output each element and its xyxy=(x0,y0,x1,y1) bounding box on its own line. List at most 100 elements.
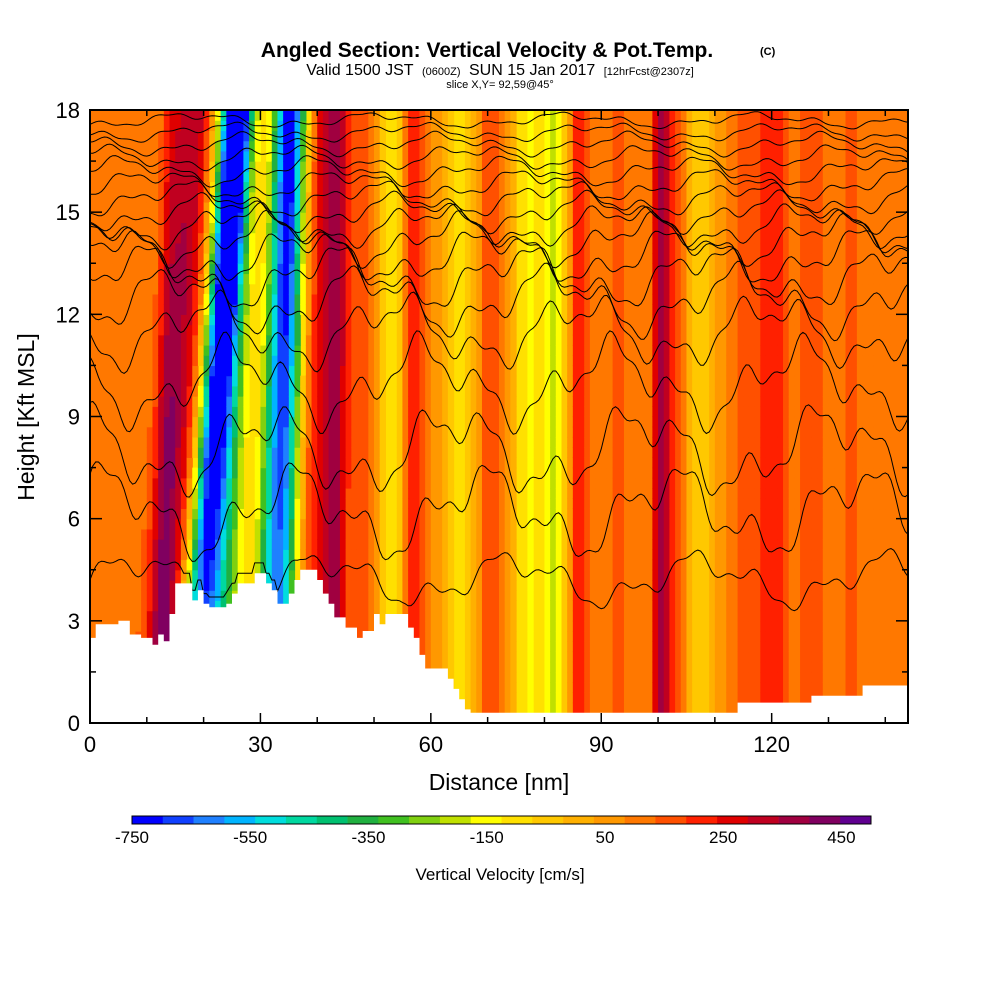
field-cell xyxy=(425,293,432,305)
field-cell xyxy=(141,600,148,612)
field-cell xyxy=(95,283,102,295)
field-cell xyxy=(572,150,580,162)
field-cell xyxy=(493,661,500,673)
field-cell xyxy=(209,375,216,387)
field-cell xyxy=(209,467,216,479)
field-cell xyxy=(504,528,511,540)
field-cell xyxy=(436,579,443,591)
field-cell xyxy=(226,242,233,254)
field-cell xyxy=(232,447,239,458)
field-cell xyxy=(90,539,97,550)
field-cell xyxy=(487,396,494,407)
field-cell xyxy=(356,396,364,407)
field-cell xyxy=(197,396,205,407)
field-cell xyxy=(294,426,301,438)
field-cell xyxy=(589,140,597,152)
field-cell xyxy=(555,283,563,295)
field-cell xyxy=(561,191,568,203)
field-cell xyxy=(379,539,386,550)
field-cell xyxy=(567,549,574,561)
field-cell xyxy=(493,416,500,428)
field-cell xyxy=(555,610,563,622)
field-cell xyxy=(112,140,119,152)
field-cell xyxy=(186,150,193,162)
field-cell xyxy=(544,426,551,438)
field-cell xyxy=(180,528,188,540)
field-cell xyxy=(561,161,568,172)
field-cell xyxy=(339,293,347,305)
field-cell xyxy=(499,528,506,540)
field-cell xyxy=(351,447,358,458)
field-cell xyxy=(175,365,182,377)
field-cell xyxy=(487,426,494,438)
field-cell xyxy=(589,171,597,183)
field-cell xyxy=(249,273,256,285)
field-cell xyxy=(584,130,591,142)
field-cell xyxy=(561,579,568,591)
field-cell xyxy=(419,641,426,653)
field-cell xyxy=(107,528,114,540)
field-cell xyxy=(436,620,443,632)
field-cell xyxy=(555,528,563,540)
field-cell xyxy=(146,488,154,499)
field-cell xyxy=(317,467,324,479)
field-cell xyxy=(561,651,568,663)
field-cell xyxy=(402,283,409,295)
field-cell xyxy=(101,130,108,142)
field-cell xyxy=(317,324,324,336)
field-cell xyxy=(260,447,267,458)
field-cell xyxy=(504,273,511,285)
field-cell xyxy=(135,232,142,244)
field-cell xyxy=(260,426,267,438)
field-cell xyxy=(186,396,193,407)
field-cell xyxy=(209,150,216,162)
field-cell xyxy=(408,426,415,438)
field-cell xyxy=(425,222,432,234)
field-cell xyxy=(436,467,443,479)
field-cell xyxy=(294,436,301,448)
field-cell xyxy=(499,283,506,295)
field-cell xyxy=(124,253,131,264)
field-cell xyxy=(141,426,148,438)
field-cell xyxy=(277,130,284,142)
field-cell xyxy=(493,518,500,530)
field-cell xyxy=(544,539,551,550)
field-cell xyxy=(158,150,165,162)
field-cell xyxy=(578,488,585,499)
field-cell xyxy=(589,212,597,223)
field-cell xyxy=(135,385,142,397)
field-cell xyxy=(430,426,438,438)
field-cell xyxy=(561,528,568,540)
field-cell xyxy=(277,365,284,377)
field-cell xyxy=(555,385,563,397)
field-cell xyxy=(288,436,296,448)
field-cell xyxy=(470,631,477,642)
field-cell xyxy=(476,222,483,234)
field-cell xyxy=(618,600,625,612)
field-cell xyxy=(504,263,511,275)
field-cell xyxy=(305,161,313,172)
field-cell xyxy=(129,385,137,397)
field-cell xyxy=(379,150,386,162)
field-cell xyxy=(374,467,381,479)
field-cell xyxy=(527,314,534,326)
field-cell xyxy=(499,651,506,663)
field-cell xyxy=(339,579,347,591)
field-cell xyxy=(226,161,233,172)
field-cell xyxy=(311,344,318,356)
field-cell xyxy=(254,539,262,550)
field-cell xyxy=(317,365,324,377)
field-cell xyxy=(493,426,500,438)
field-cell xyxy=(141,130,148,142)
field-cell xyxy=(595,355,602,367)
field-cell xyxy=(430,161,438,172)
field-cell xyxy=(135,498,142,510)
field-cell xyxy=(578,140,585,152)
field-cell xyxy=(379,426,386,438)
field-cell xyxy=(561,273,568,285)
field-cell xyxy=(499,396,506,407)
field-cell xyxy=(209,590,216,601)
field-cell xyxy=(510,212,517,223)
field-cell xyxy=(90,181,97,193)
field-cell xyxy=(612,324,619,336)
